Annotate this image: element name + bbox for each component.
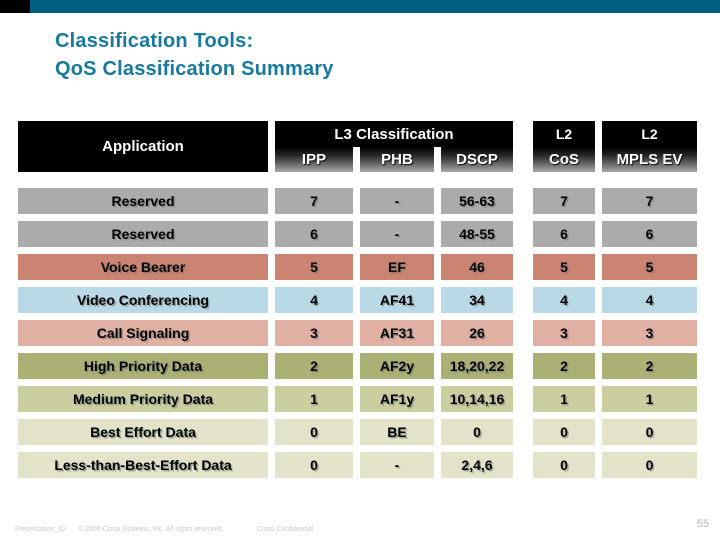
header-l3-classification: L3 Classification (275, 121, 513, 147)
table-cell-application: Video Conferencing (18, 287, 268, 313)
column-spacer (520, 419, 526, 445)
subheader-cos: CoS (533, 147, 595, 172)
table-cell-dscp: 10,14,16 (441, 386, 513, 412)
table-cell-phb: AF41 (360, 287, 434, 313)
column-spacer (520, 353, 526, 379)
column-spacer (520, 254, 526, 280)
table-cell-ipp: 3 (275, 320, 353, 346)
table-cell-application: Less-than-Best-Effort Data (18, 452, 268, 478)
table-cell-ipp: 5 (275, 254, 353, 280)
table-cell-phb: - (360, 221, 434, 247)
page-title: Classification Tools: QoS Classification… (55, 27, 334, 83)
column-spacer (520, 452, 526, 478)
column-spacer (520, 188, 526, 214)
table-cell-dscp: 26 (441, 320, 513, 346)
table-cell-dscp: 56-63 (441, 188, 513, 214)
table-cell-application: Reserved (18, 188, 268, 214)
table-cell-mpls-ev: 6 (602, 221, 697, 247)
table-cell-dscp: 34 (441, 287, 513, 313)
table-cell-mpls-ev: 3 (602, 320, 697, 346)
table-cell-dscp: 18,20,22 (441, 353, 513, 379)
footer-presentation-id: Presentation_ID (15, 526, 66, 533)
table-cell-cos: 3 (533, 320, 595, 346)
table-cell-ipp: 4 (275, 287, 353, 313)
table-cell-dscp: 46 (441, 254, 513, 280)
table-cell-mpls-ev: 1 (602, 386, 697, 412)
table-cell-phb: AF31 (360, 320, 434, 346)
page-number: 55 (696, 518, 709, 530)
table-cell-phb: AF2y (360, 353, 434, 379)
title-line-2: QoS Classification Summary (55, 58, 334, 80)
top-bar (0, 0, 720, 13)
table-cell-application: Medium Priority Data (18, 386, 268, 412)
table-cell-cos: 0 (533, 452, 595, 478)
column-spacer (520, 221, 526, 247)
table-cell-mpls-ev: 5 (602, 254, 697, 280)
table-cell-ipp: 2 (275, 353, 353, 379)
table-cell-application: High Priority Data (18, 353, 268, 379)
table-cell-phb: BE (360, 419, 434, 445)
table-cell-cos: 6 (533, 221, 595, 247)
table-cell-ipp: 0 (275, 419, 353, 445)
header-application: Application (18, 121, 268, 172)
column-spacer (520, 287, 526, 313)
table-cell-phb: - (360, 452, 434, 478)
subheader-mpls-ev: MPLS EV (602, 147, 697, 172)
table-cell-mpls-ev: 0 (602, 419, 697, 445)
subheader-dscp: DSCP (441, 147, 513, 172)
qos-classification-table: Application L3 Classification L2 L2 IPP … (18, 121, 697, 478)
table-cell-ipp: 7 (275, 188, 353, 214)
subheader-ipp: IPP (275, 147, 353, 172)
table-cell-cos: 0 (533, 419, 595, 445)
title-line-1: Classification Tools: (55, 30, 254, 52)
table-cell-cos: 2 (533, 353, 595, 379)
table-cell-mpls-ev: 2 (602, 353, 697, 379)
table-cell-dscp: 48-55 (441, 221, 513, 247)
table-cell-mpls-ev: 4 (602, 287, 697, 313)
header-l2-mpls-top: L2 (602, 121, 697, 147)
table-cell-application: Call Signaling (18, 320, 268, 346)
table-cell-application: Reserved (18, 221, 268, 247)
table-cell-application: Best Effort Data (18, 419, 268, 445)
table-cell-cos: 4 (533, 287, 595, 313)
table-cell-mpls-ev: 7 (602, 188, 697, 214)
table-cell-application: Voice Bearer (18, 254, 268, 280)
table-cell-ipp: 0 (275, 452, 353, 478)
column-spacer (520, 386, 526, 412)
subheader-phb: PHB (360, 147, 434, 172)
table-cell-phb: EF (360, 254, 434, 280)
table-cell-cos: 1 (533, 386, 595, 412)
table-cell-cos: 5 (533, 254, 595, 280)
top-bar-accent (0, 0, 30, 13)
table-cell-ipp: 6 (275, 221, 353, 247)
footer-copyright: © 2006 Cisco Systems, Inc. All rights re… (78, 526, 224, 533)
table-cell-dscp: 0 (441, 419, 513, 445)
table-cell-mpls-ev: 0 (602, 452, 697, 478)
table-cell-phb: - (360, 188, 434, 214)
table-header: Application L3 Classification L2 L2 IPP … (18, 121, 697, 172)
table-cell-phb: AF1y (360, 386, 434, 412)
header-l2-cos-top: L2 (533, 121, 595, 147)
footer-confidential: Cisco Confidential (257, 526, 314, 533)
table-cell-cos: 7 (533, 188, 595, 214)
column-spacer (520, 320, 526, 346)
table-cell-ipp: 1 (275, 386, 353, 412)
table-body: Reserved 7-56-63 7 7 Reserved 6-48-55 6 6 Voice … (18, 188, 697, 478)
table-cell-dscp: 2,4,6 (441, 452, 513, 478)
